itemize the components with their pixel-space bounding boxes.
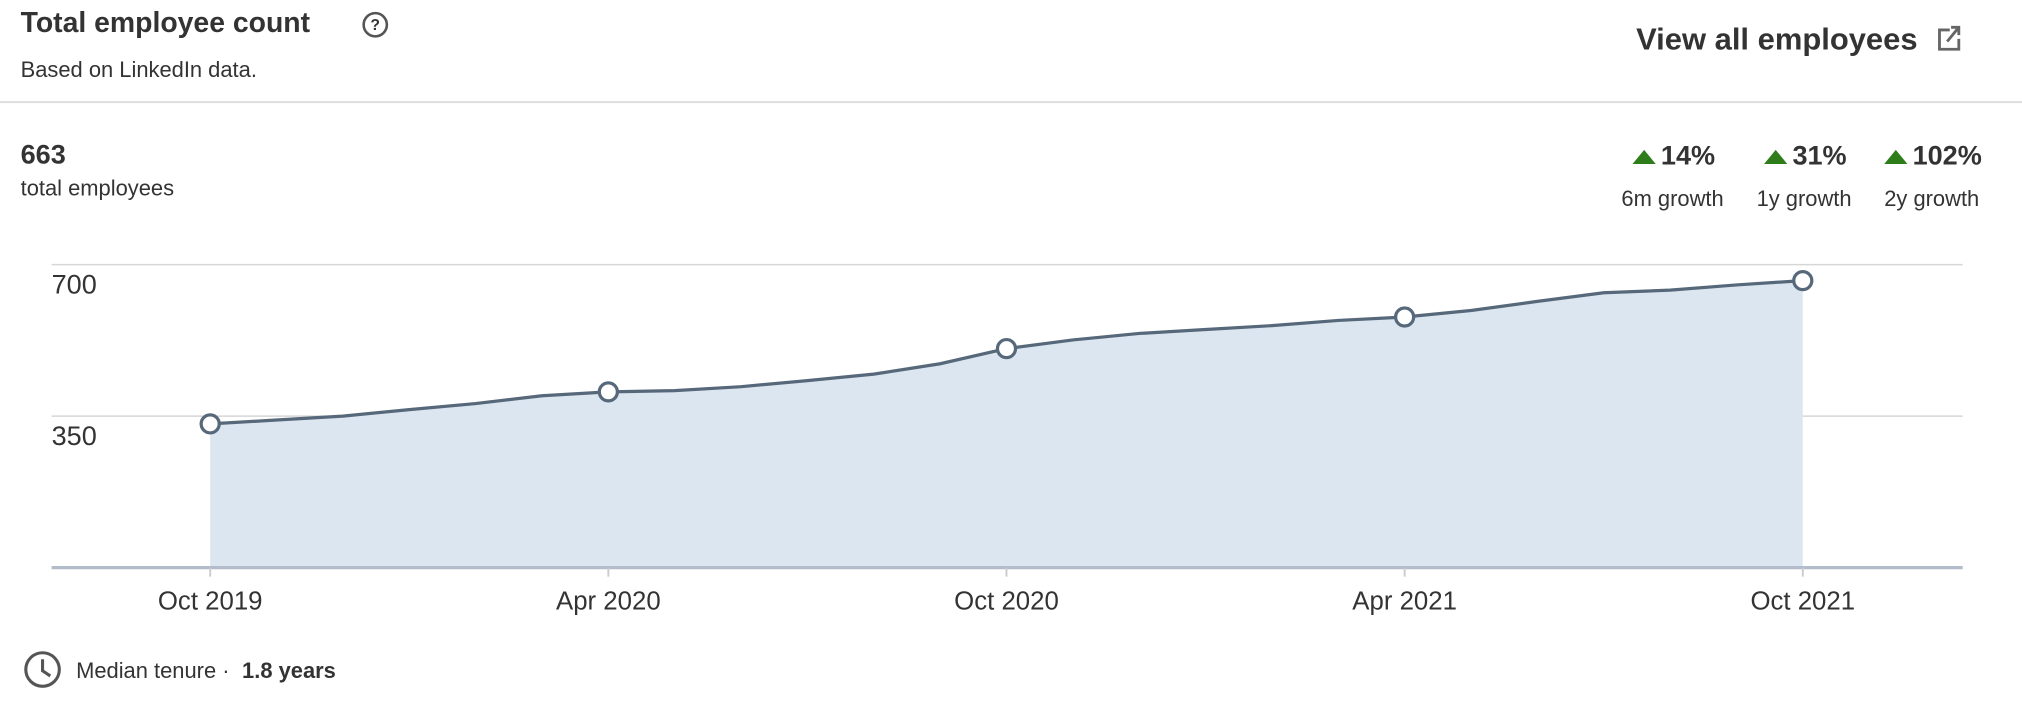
svg-text:?: ? <box>371 17 380 34</box>
point-marker <box>597 381 619 403</box>
growth-arrow <box>1764 149 1788 165</box>
view-all-link[interactable]: View all employees <box>1636 22 1917 57</box>
point-marker <box>199 413 221 435</box>
y-tick-label: 350 <box>52 420 97 451</box>
x-tick-label: Oct 2020 <box>954 587 1059 615</box>
help-icon[interactable]: ? <box>362 11 389 38</box>
growth-value: 102% <box>1913 140 1982 171</box>
tenure-value: 1.8 years <box>242 658 336 683</box>
clock-icon <box>24 651 61 688</box>
total-count: 663 <box>21 138 66 169</box>
card-subtitle: Based on LinkedIn data. <box>21 57 257 82</box>
point-marker <box>1393 306 1416 328</box>
x-tick-label: Apr 2020 <box>556 587 661 615</box>
x-tick-label: Oct 2019 <box>158 587 263 615</box>
growth-label: 1y growth <box>1757 186 1852 211</box>
growth-arrow <box>1884 149 1908 165</box>
growth-value: 14% <box>1661 140 1715 171</box>
card-title: Total employee count <box>21 7 311 39</box>
x-tick-label: Apr 2021 <box>1352 587 1457 615</box>
growth-label: 6m growth <box>1621 186 1723 211</box>
y-tick-label: 700 <box>52 269 97 300</box>
growth-stats: 14% 6m growth 31% 1y growth 102% 2y growth <box>1621 140 1981 211</box>
point-marker <box>1792 269 1814 292</box>
growth-value: 31% <box>1792 140 1846 171</box>
median-tenure: Median tenure · 1.8 years <box>76 658 336 683</box>
point-marker <box>995 337 1018 360</box>
growth-arrow <box>1632 149 1656 165</box>
external-link-icon[interactable] <box>1938 25 1961 51</box>
tenure-label: Median tenure · <box>76 658 229 683</box>
chart: 350 700 Oct 2019 Apr 2020 Oct 2020 Apr 2021 Oc… <box>51 263 1963 615</box>
growth-label: 2y growth <box>1884 186 1979 211</box>
total-label: total employees <box>21 176 174 201</box>
area-fill <box>210 280 1803 568</box>
x-tick-label: Oct 2021 <box>1750 587 1855 615</box>
